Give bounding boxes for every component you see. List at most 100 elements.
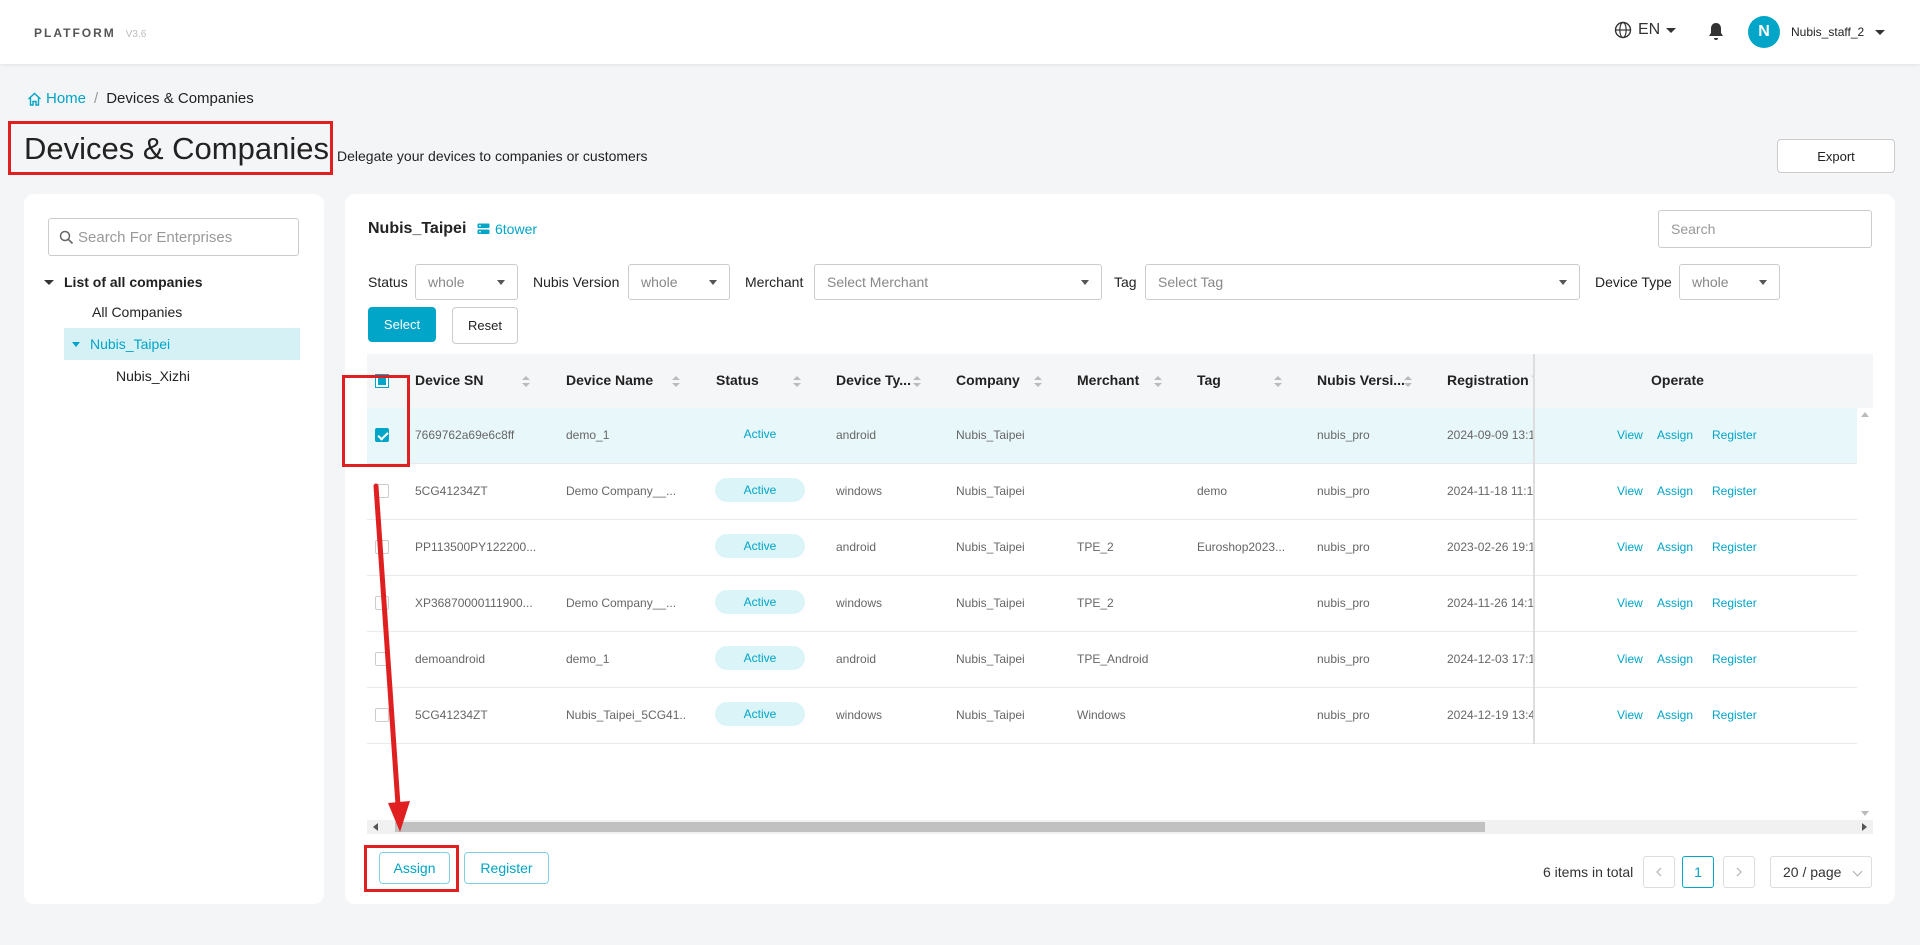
assign-link[interactable]: Assign <box>1657 428 1694 442</box>
col-company[interactable]: Company <box>956 372 1020 388</box>
search-icon <box>59 230 74 244</box>
row-checkbox[interactable] <box>375 708 389 722</box>
company-tag[interactable]: 6tower <box>477 221 537 237</box>
horizontal-scrollbar[interactable] <box>367 820 1873 834</box>
scroll-down-icon[interactable] <box>1861 811 1869 816</box>
table-row[interactable]: XP36870000111900... Demo Company__... Ac… <box>367 576 1873 632</box>
enterprise-search[interactable] <box>48 218 299 256</box>
username[interactable]: Nubis_staff_2 <box>1791 25 1865 39</box>
row-checkbox[interactable] <box>375 428 389 442</box>
tree-expand-icon[interactable] <box>44 279 54 285</box>
sort-icon[interactable] <box>1154 376 1162 388</box>
table-row[interactable]: 5CG41234ZT Nubis_Taipei_5CG41... Active … <box>367 688 1873 744</box>
cell-company: Nubis_Taipei <box>956 708 1025 722</box>
user-menu-chevron-icon[interactable] <box>1875 30 1885 35</box>
language-switcher[interactable]: EN <box>1614 21 1677 39</box>
col-status[interactable]: Status <box>716 372 759 388</box>
tree-item-all-companies[interactable]: All Companies <box>92 304 183 320</box>
table-row[interactable]: PP113500PY122200... Active android Nubis… <box>367 520 1873 576</box>
col-nubis-version[interactable]: Nubis Versi... <box>1317 372 1405 388</box>
sort-icon[interactable] <box>1274 376 1282 388</box>
register-link[interactable]: Register <box>1712 484 1757 498</box>
col-device-sn[interactable]: Device SN <box>415 372 484 388</box>
vertical-scrollbar[interactable] <box>1857 408 1873 820</box>
assign-link[interactable]: Assign <box>1657 484 1694 498</box>
checkbox-annotation-box <box>342 375 410 467</box>
select-button[interactable]: Select <box>368 307 436 342</box>
cell-tag: Euroshop2023... <box>1197 540 1286 554</box>
view-link[interactable]: View <box>1617 540 1643 554</box>
chevron-down-icon <box>1559 280 1567 285</box>
status-filter-select[interactable]: whole <box>415 264 518 300</box>
horizontal-scroll-thumb[interactable] <box>395 822 1485 832</box>
col-device-type[interactable]: Device Ty... <box>836 372 911 388</box>
device-type-filter-select[interactable]: whole <box>1679 264 1780 300</box>
scroll-up-icon[interactable] <box>1861 412 1869 417</box>
page-size-select[interactable]: 20 / page <box>1770 856 1872 888</box>
version-filter-select[interactable]: whole <box>628 264 730 300</box>
assign-link[interactable]: Assign <box>1657 540 1694 554</box>
sort-icon[interactable] <box>522 376 530 388</box>
cell-merchant: TPE_Android <box>1077 652 1149 666</box>
assign-link[interactable]: Assign <box>1657 708 1694 722</box>
table-row[interactable]: 7669762a69e6c8ff demo_1 Active android N… <box>367 408 1873 464</box>
reset-button[interactable]: Reset <box>452 307 518 344</box>
col-device-name[interactable]: Device Name <box>566 372 654 388</box>
avatar[interactable]: N <box>1748 16 1780 48</box>
scroll-right-icon[interactable] <box>1862 823 1867 831</box>
cell-company: Nubis_Taipei <box>956 540 1025 554</box>
table-row[interactable]: 5CG41234ZT Demo Company__... Active wind… <box>367 464 1873 520</box>
cell-merchant: TPE_2 <box>1077 596 1114 610</box>
sort-icon[interactable] <box>793 376 801 388</box>
view-link[interactable]: View <box>1617 484 1643 498</box>
assign-link[interactable]: Assign <box>1657 596 1694 610</box>
view-link[interactable]: View <box>1617 652 1643 666</box>
view-link[interactable]: View <box>1617 596 1643 610</box>
row-checkbox[interactable] <box>375 540 389 554</box>
tree-item-nubis-xizhi[interactable]: Nubis_Xizhi <box>116 368 190 384</box>
cell-device-type: windows <box>836 596 883 610</box>
sort-icon[interactable] <box>672 376 680 388</box>
tag-filter-label: Tag <box>1114 274 1137 290</box>
register-link[interactable]: Register <box>1712 596 1757 610</box>
device-search-input[interactable] <box>1658 210 1872 248</box>
row-checkbox[interactable] <box>375 484 389 498</box>
tag-filter-select[interactable]: Select Tag <box>1145 264 1580 300</box>
cell-nubis-version: nubis_pro <box>1317 428 1370 442</box>
export-button[interactable]: Export <box>1777 139 1895 173</box>
breadcrumb-home[interactable]: Home <box>27 90 86 107</box>
cell-registration-time: 2024-12-19 13:4 <box>1447 708 1533 722</box>
page-size-value: 20 / page <box>1783 864 1842 880</box>
assign-link[interactable]: Assign <box>1657 652 1694 666</box>
register-link[interactable]: Register <box>1712 428 1757 442</box>
version-filter-label: Nubis Version <box>533 274 620 290</box>
col-tag[interactable]: Tag <box>1197 372 1221 388</box>
row-checkbox[interactable] <box>375 652 389 666</box>
prev-page-button[interactable] <box>1643 856 1675 888</box>
enterprise-search-input[interactable] <box>78 228 288 246</box>
bulk-assign-button[interactable]: Assign <box>379 852 450 884</box>
app-version: V3.6 <box>125 29 147 40</box>
next-page-button[interactable] <box>1723 856 1755 888</box>
row-checkbox[interactable] <box>375 596 389 610</box>
scroll-left-icon[interactable] <box>373 823 378 831</box>
cell-registration-time: 2024-11-26 14:1 <box>1447 596 1533 610</box>
register-link[interactable]: Register <box>1712 652 1757 666</box>
page-button-current[interactable]: 1 <box>1682 856 1714 888</box>
register-link[interactable]: Register <box>1712 540 1757 554</box>
sort-icon[interactable] <box>913 376 921 388</box>
view-link[interactable]: View <box>1617 708 1643 722</box>
col-merchant[interactable]: Merchant <box>1077 372 1140 388</box>
tree-root[interactable]: List of all companies <box>44 274 202 290</box>
tree-collapse-icon[interactable] <box>72 341 80 347</box>
table-row[interactable]: demoandroid demo_1 Active android Nubis_… <box>367 632 1873 688</box>
bulk-register-button[interactable]: Register <box>464 852 549 884</box>
view-link[interactable]: View <box>1617 428 1643 442</box>
sort-icon[interactable] <box>1404 376 1412 388</box>
col-registration-time[interactable]: Registration T <box>1447 372 1533 388</box>
bell-icon[interactable] <box>1708 22 1724 42</box>
merchant-filter-select[interactable]: Select Merchant <box>814 264 1102 300</box>
sort-icon[interactable] <box>1034 376 1042 388</box>
tree-item-nubis-taipei[interactable]: Nubis_Taipei <box>64 328 300 360</box>
register-link[interactable]: Register <box>1712 708 1757 722</box>
